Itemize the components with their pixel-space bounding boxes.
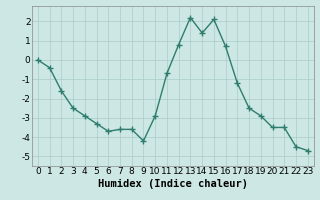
X-axis label: Humidex (Indice chaleur): Humidex (Indice chaleur) — [98, 179, 248, 189]
